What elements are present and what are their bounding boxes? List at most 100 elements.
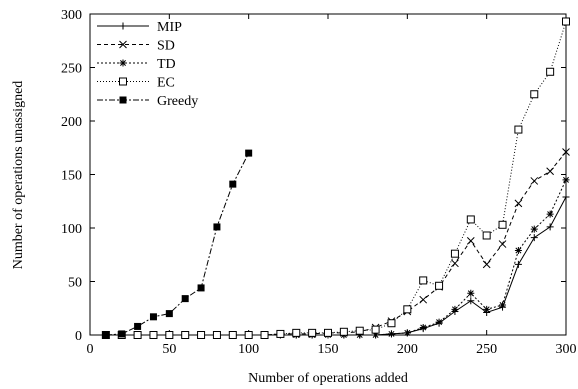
data-point-ec (498, 220, 507, 229)
x-tick-label: 0 (87, 342, 94, 357)
data-point-greedy (229, 180, 237, 188)
data-point-td (514, 246, 522, 254)
data-point-ec (546, 67, 555, 76)
y-tick-label: 300 (61, 8, 82, 23)
series-line-mip (105, 196, 567, 336)
data-point-greedy (118, 330, 126, 338)
data-point-ec (387, 319, 396, 328)
series-greedy (102, 149, 253, 339)
data-point-mip (514, 260, 522, 268)
legend-label-ec: EC (157, 76, 175, 91)
data-point-sd (546, 167, 554, 176)
y-tick-label: 0 (75, 329, 82, 344)
data-point-sd (498, 240, 507, 248)
series-line-sd (105, 151, 567, 336)
data-point-sd (466, 236, 475, 245)
legend-label-mip: MIP (157, 20, 182, 35)
data-point-sd (514, 199, 523, 208)
data-point-td (419, 324, 427, 332)
legend-label-td: TD (157, 57, 176, 72)
legend-label-sd: SD (157, 39, 175, 54)
data-point-td (562, 176, 570, 184)
data-point-mip (562, 193, 570, 201)
x-tick-label: 50 (162, 342, 176, 357)
x-tick-label: 150 (318, 342, 339, 357)
legend-marker-sd (119, 40, 127, 49)
data-point-ec (165, 331, 174, 339)
x-axis-label: Number of operations added (248, 371, 408, 386)
data-point-td (546, 210, 554, 218)
data-point-ec (371, 325, 380, 334)
legend: MIP SD TD EC Greedy (97, 20, 198, 109)
data-point-td (356, 331, 364, 339)
data-point-greedy (102, 331, 110, 339)
data-point-greedy (181, 295, 189, 303)
y-tick-label: 50 (68, 276, 82, 291)
data-point-ec (530, 90, 539, 99)
data-point-ec (149, 331, 158, 339)
legend-item-td: TD (97, 57, 176, 72)
series-line-td (105, 179, 567, 336)
data-point-mip (546, 223, 554, 231)
data-point-ec (212, 331, 221, 339)
data-point-sd (451, 259, 459, 268)
data-point-greedy (165, 310, 173, 318)
y-tick-label: 250 (61, 62, 82, 77)
legend-item-ec: EC (97, 76, 175, 91)
data-point-ec (562, 17, 570, 26)
data-point-ec (419, 276, 428, 285)
data-point-ec (324, 328, 332, 337)
series-layer (101, 17, 570, 339)
data-point-greedy (213, 223, 221, 231)
data-point-sd (530, 177, 539, 185)
data-point-ec (435, 281, 444, 290)
data-point-td (483, 305, 491, 313)
data-point-td (499, 301, 507, 309)
data-point-ec (339, 327, 348, 336)
data-point-greedy (149, 313, 157, 321)
data-point-ec (276, 329, 285, 338)
data-point-ec (355, 326, 364, 335)
legend-marker-td (119, 59, 127, 67)
data-point-greedy (245, 149, 253, 157)
y-tick-label: 100 (61, 222, 82, 237)
data-point-ec (244, 331, 253, 339)
data-point-ec (308, 328, 317, 337)
data-point-td (387, 330, 395, 338)
data-point-ec (403, 305, 412, 314)
data-point-td (467, 289, 475, 297)
data-point-ec (181, 331, 190, 339)
data-point-mip (530, 234, 538, 242)
data-point-td (530, 225, 538, 233)
data-point-mip (467, 297, 475, 305)
legend-item-mip: MIP (97, 20, 182, 35)
data-point-sd (562, 148, 570, 156)
legend-marker-ec (119, 77, 127, 86)
x-tick-label: 250 (476, 342, 497, 357)
data-point-td (435, 318, 443, 326)
y-axis-label: Number of operations unassigned (11, 81, 26, 270)
data-point-ec (197, 331, 206, 339)
series-line-greedy (105, 152, 250, 336)
axis-ticks: 0 50 100 150 200 250 300 0 50 100 150 200 250 300 (61, 8, 577, 357)
data-point-td (403, 329, 411, 337)
data-point-ec (482, 231, 491, 240)
data-point-ec (133, 331, 142, 339)
legend-item-greedy: Greedy (97, 94, 198, 109)
y-tick-label: 200 (61, 115, 82, 130)
legend-marker-mip (119, 22, 127, 30)
data-point-td (372, 331, 380, 339)
data-point-greedy (134, 322, 142, 330)
x-tick-label: 100 (238, 342, 259, 357)
y-tick-label: 150 (61, 169, 82, 184)
data-point-sd (482, 260, 491, 269)
x-tick-label: 200 (397, 342, 418, 357)
data-point-sd (419, 295, 428, 304)
data-point-ec (228, 331, 237, 339)
data-point-ec (292, 328, 301, 337)
data-point-td (451, 305, 459, 313)
data-point-ec (514, 125, 523, 134)
data-point-ec (466, 215, 475, 224)
data-point-greedy (197, 284, 205, 292)
